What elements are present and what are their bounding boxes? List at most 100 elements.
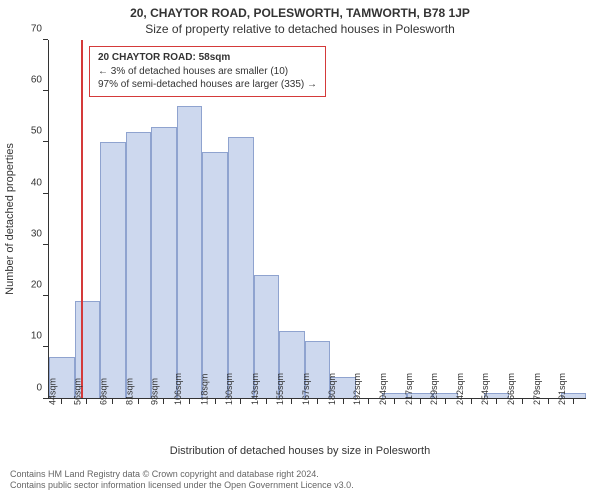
ylabel-wrap: Number of detached properties	[0, 40, 20, 399]
x-tick-slot: 291sqm	[561, 399, 587, 443]
x-tick-slot: 56sqm	[74, 399, 100, 443]
x-tick-mark	[522, 399, 523, 404]
x-tick-label: 279sqm	[532, 373, 542, 405]
x-tick-label: 44sqm	[47, 378, 57, 405]
bar	[202, 152, 228, 397]
x-tick-slot: 204sqm	[381, 399, 407, 443]
bar-slot	[407, 40, 433, 398]
bar-slot	[433, 40, 459, 398]
x-axis-wrap: 44sqm56sqm69sqm81sqm93sqm106sqm118sqm130…	[0, 399, 600, 443]
y-tick-label: 60	[31, 75, 42, 86]
x-tick-mark	[138, 399, 139, 404]
x-tick-mark	[343, 399, 344, 404]
x-tick-mark	[189, 399, 190, 404]
x-tick-slot: 180sqm	[330, 399, 356, 443]
x-tick-slot: 143sqm	[253, 399, 279, 443]
footer-line2: Contains public sector information licen…	[10, 480, 590, 492]
bar-slot	[458, 40, 484, 398]
x-tick-label: 56sqm	[73, 378, 83, 405]
bar-slot	[330, 40, 356, 398]
x-tick-slot: 192sqm	[356, 399, 382, 443]
bar-slot	[49, 40, 75, 398]
x-tick-label: 229sqm	[429, 373, 439, 405]
x-tick-label: 69sqm	[99, 378, 109, 405]
x-tick-slot: 69sqm	[99, 399, 125, 443]
x-tick-mark	[112, 399, 113, 404]
x-tick-slot: 44sqm	[48, 399, 74, 443]
x-tick-slot: 242sqm	[458, 399, 484, 443]
x-tick-slot: 155sqm	[279, 399, 305, 443]
x-tick-slot: 93sqm	[151, 399, 177, 443]
x-tick-label: 192sqm	[352, 373, 362, 405]
x-tick-label: 254sqm	[480, 373, 490, 405]
x-tick-label: 291sqm	[557, 373, 567, 405]
x-tick-label: 93sqm	[150, 378, 160, 405]
x-tick-label: 118sqm	[199, 373, 209, 404]
x-tick-label: 155sqm	[275, 373, 285, 405]
x-tick-label: 81sqm	[124, 378, 134, 405]
x-tick-mark	[368, 399, 369, 404]
plot-area: 20 CHAYTOR ROAD: 58sqm ← 3% of detached …	[48, 40, 586, 399]
bar-slot	[509, 40, 535, 398]
y-tick-label: 70	[31, 24, 42, 35]
x-tick-label: 266sqm	[506, 373, 516, 405]
x-tick-mark	[394, 399, 395, 404]
x-tick-mark	[496, 399, 497, 404]
x-tick-slot: 130sqm	[227, 399, 253, 443]
annotation-line1: 20 CHAYTOR ROAD: 58sqm	[98, 51, 317, 65]
x-tick-mark	[86, 399, 87, 404]
chart-container: 20, CHAYTOR ROAD, POLESWORTH, TAMWORTH, …	[0, 0, 600, 500]
x-tick-label: 106sqm	[173, 373, 183, 405]
annotation-line2: ← 3% of detached houses are smaller (10)	[98, 65, 317, 79]
x-tick-slot: 266sqm	[509, 399, 535, 443]
x-tick-mark	[291, 399, 292, 404]
x-tick-label: 204sqm	[378, 373, 388, 405]
x-tick-mark	[548, 399, 549, 404]
x-tick-slot: 167sqm	[304, 399, 330, 443]
annotation-line3: 97% of semi-detached houses are larger (…	[98, 78, 317, 92]
x-tick-slot: 118sqm	[202, 399, 228, 443]
x-tick-mark	[445, 399, 446, 404]
x-tick-slot: 217sqm	[407, 399, 433, 443]
y-tick-label: 0	[36, 382, 42, 393]
x-tick-mark	[215, 399, 216, 404]
x-axis: 44sqm56sqm69sqm81sqm93sqm106sqm118sqm130…	[48, 399, 586, 443]
footer: Contains HM Land Registry data © Crown c…	[0, 463, 600, 500]
x-tick-mark	[266, 399, 267, 404]
x-tick-mark	[163, 399, 164, 404]
x-tick-label: 242sqm	[455, 373, 465, 405]
x-tick-mark	[61, 399, 62, 404]
page-subtitle: Size of property relative to detached ho…	[0, 20, 600, 40]
bar-slot	[561, 40, 587, 398]
x-tick-slot: 106sqm	[176, 399, 202, 443]
x-tick-mark	[240, 399, 241, 404]
y-tick-label: 30	[31, 228, 42, 239]
x-tick-mark	[420, 399, 421, 404]
subject-marker-line	[81, 40, 83, 398]
bar-slot	[535, 40, 561, 398]
x-tick-mark	[317, 399, 318, 404]
y-tick-label: 50	[31, 126, 42, 137]
y-tick-label: 40	[31, 177, 42, 188]
footer-line1: Contains HM Land Registry data © Crown c…	[10, 469, 590, 481]
bar	[126, 132, 152, 398]
bar	[177, 106, 203, 397]
x-tick-slot: 254sqm	[484, 399, 510, 443]
x-tick-slot: 229sqm	[432, 399, 458, 443]
chart-area: Number of detached properties 0102030405…	[0, 40, 600, 399]
x-axis-label: Distribution of detached houses by size …	[0, 443, 600, 463]
annotation-box: 20 CHAYTOR ROAD: 58sqm ← 3% of detached …	[89, 46, 326, 97]
x-tick-mark	[471, 399, 472, 404]
bar	[151, 127, 177, 398]
x-tick-label: 130sqm	[224, 373, 234, 405]
x-tick-slot: 279sqm	[535, 399, 561, 443]
page-title: 20, CHAYTOR ROAD, POLESWORTH, TAMWORTH, …	[0, 0, 600, 20]
y-axis-label: Number of detached properties	[4, 143, 16, 295]
x-tick-label: 180sqm	[327, 373, 337, 405]
bar-slot	[484, 40, 510, 398]
y-tick-label: 20	[31, 280, 42, 291]
x-tick-mark	[573, 399, 574, 404]
bar-slot	[356, 40, 382, 398]
x-tick-slot: 81sqm	[125, 399, 151, 443]
bar	[228, 137, 254, 398]
